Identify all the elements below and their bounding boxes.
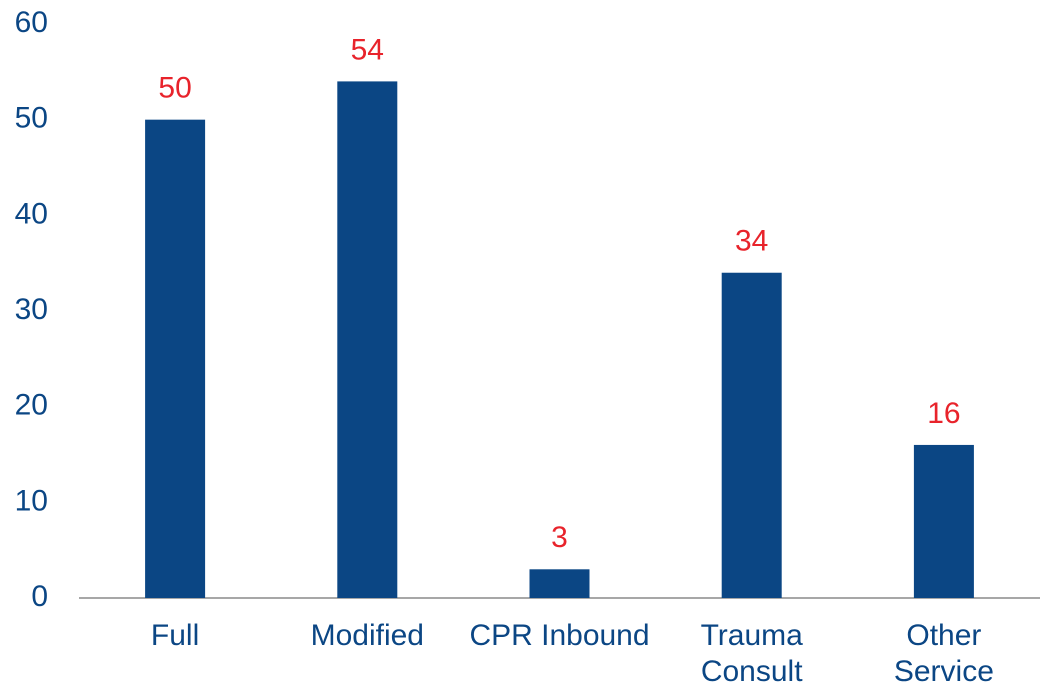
bar xyxy=(529,569,590,598)
y-tick-label: 60 xyxy=(15,6,48,39)
x-tick-label: CPR Inbound xyxy=(469,619,650,652)
y-tick-label: 40 xyxy=(15,197,48,230)
x-tick-label: Modified xyxy=(310,619,424,652)
data-label: 50 xyxy=(158,72,191,105)
bar xyxy=(337,81,398,598)
y-tick-label: 10 xyxy=(15,484,48,517)
data-label: 16 xyxy=(927,397,960,430)
x-tick-label: Full xyxy=(150,619,200,652)
bar xyxy=(913,444,974,598)
bar xyxy=(145,119,206,599)
y-tick-label: 0 xyxy=(31,580,48,613)
data-label: 54 xyxy=(351,33,384,66)
y-tick-label: 30 xyxy=(15,293,48,326)
data-label: 34 xyxy=(735,225,768,258)
bar xyxy=(721,272,782,598)
x-tick-label: Other Service xyxy=(893,619,994,688)
y-tick-label: 20 xyxy=(15,389,48,422)
x-tick-label: Trauma Consult xyxy=(700,619,803,688)
y-tick-label: 50 xyxy=(15,102,48,135)
data-label: 3 xyxy=(551,521,568,554)
